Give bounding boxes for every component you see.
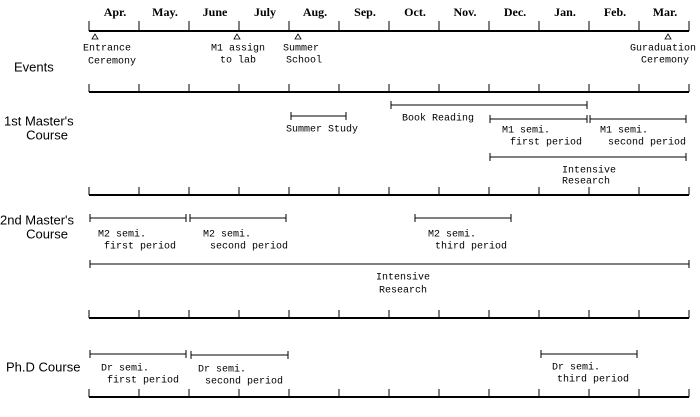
month-label: Dec. (504, 5, 526, 19)
item-label: first period (107, 375, 179, 387)
item-label: Intensive (562, 165, 616, 177)
item-label: first period (104, 241, 176, 253)
item-label: second period (608, 137, 686, 149)
item-label: Book Reading (402, 113, 474, 125)
item-label: M1 semi. (600, 125, 648, 137)
month-label: May. (152, 5, 178, 19)
item-label: Guraduation (630, 43, 696, 55)
month-label: Apr. (104, 5, 127, 19)
item-label: Research (562, 176, 610, 188)
event-marker (233, 33, 241, 40)
month-label: Mar. (653, 5, 678, 19)
item-label: third period (557, 374, 629, 386)
item-label: M1 semi. (502, 125, 550, 137)
item-label: M2 semi. (203, 229, 251, 241)
item-label: M1 assign (211, 43, 265, 55)
section-label: Course (26, 127, 68, 142)
item-label: Dr semi. (101, 363, 149, 375)
item-label: M2 semi. (98, 229, 146, 241)
item-label: Summer (283, 44, 319, 55)
item-label: Intensive (376, 272, 430, 284)
month-label: Feb. (604, 5, 626, 19)
section-label: Course (26, 226, 68, 241)
month-label: Oct. (404, 5, 426, 19)
item-label: Summer Study (286, 124, 358, 136)
item-label: third period (435, 241, 507, 253)
event-marker (91, 33, 99, 40)
month-label: Aug. (303, 5, 327, 19)
month-label: Nov. (453, 5, 476, 19)
month-label: June (203, 5, 228, 19)
event-marker (664, 33, 672, 40)
section-label: Events (14, 59, 54, 74)
item-label: Dr semi. (552, 362, 600, 374)
item-label: Research (379, 285, 427, 297)
section-label: Ph.D Course (6, 359, 80, 374)
item-label: second period (205, 376, 283, 388)
item-label: second period (210, 241, 288, 253)
month-label: Sep. (354, 5, 376, 19)
item-label: Dr semi. (198, 364, 246, 376)
event-marker (294, 33, 302, 40)
item-label: Ceremony (641, 56, 689, 67)
item-label: School (286, 55, 322, 67)
month-label: Jan. (554, 5, 576, 19)
month-label: July (254, 5, 276, 19)
item-label: M2 semi. (428, 229, 476, 241)
item-label: to lab (220, 55, 256, 67)
section-label: 2nd Master's (0, 212, 75, 227)
item-label: Ceremony (88, 57, 136, 68)
item-label: first period (510, 137, 582, 149)
section-label: 1st Master's (4, 113, 74, 128)
item-label: Entrance (83, 44, 131, 55)
